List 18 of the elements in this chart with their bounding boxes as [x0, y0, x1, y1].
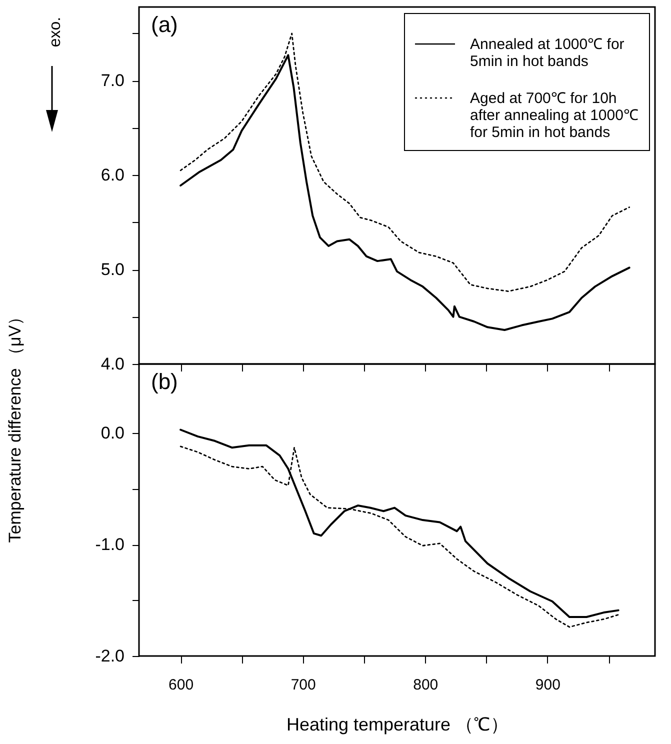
x-tick-label: 600	[168, 676, 194, 694]
y-tick-label: 6.0	[100, 166, 124, 185]
annotation: (b)	[151, 369, 178, 394]
y-tick-label: -1.0	[95, 535, 124, 554]
legend-label: Annealed at 1000℃ for 5min in hot bands	[470, 36, 624, 70]
legend-label: Aged at 700℃ for 10h after annealing at 1000℃ for 5min in hot bands	[470, 90, 638, 141]
y-tick-label: 5.0	[100, 260, 124, 280]
x-tick-label: 900	[535, 676, 560, 694]
y-tick-label: -2.0	[95, 646, 124, 666]
y-tick-label: 7.0	[100, 71, 124, 90]
y-tick-label: 0.0	[100, 424, 124, 443]
x-tick-label: 800	[413, 676, 438, 694]
x-tick-label: 700	[290, 676, 316, 694]
text: exo.	[46, 16, 65, 50]
text: 4.0	[100, 354, 124, 374]
y-axis-title: Temperature difference （μV）	[6, 308, 24, 543]
annotation: (a)	[151, 12, 178, 37]
x-axis-title: Heating temperature （℃）	[286, 714, 509, 734]
